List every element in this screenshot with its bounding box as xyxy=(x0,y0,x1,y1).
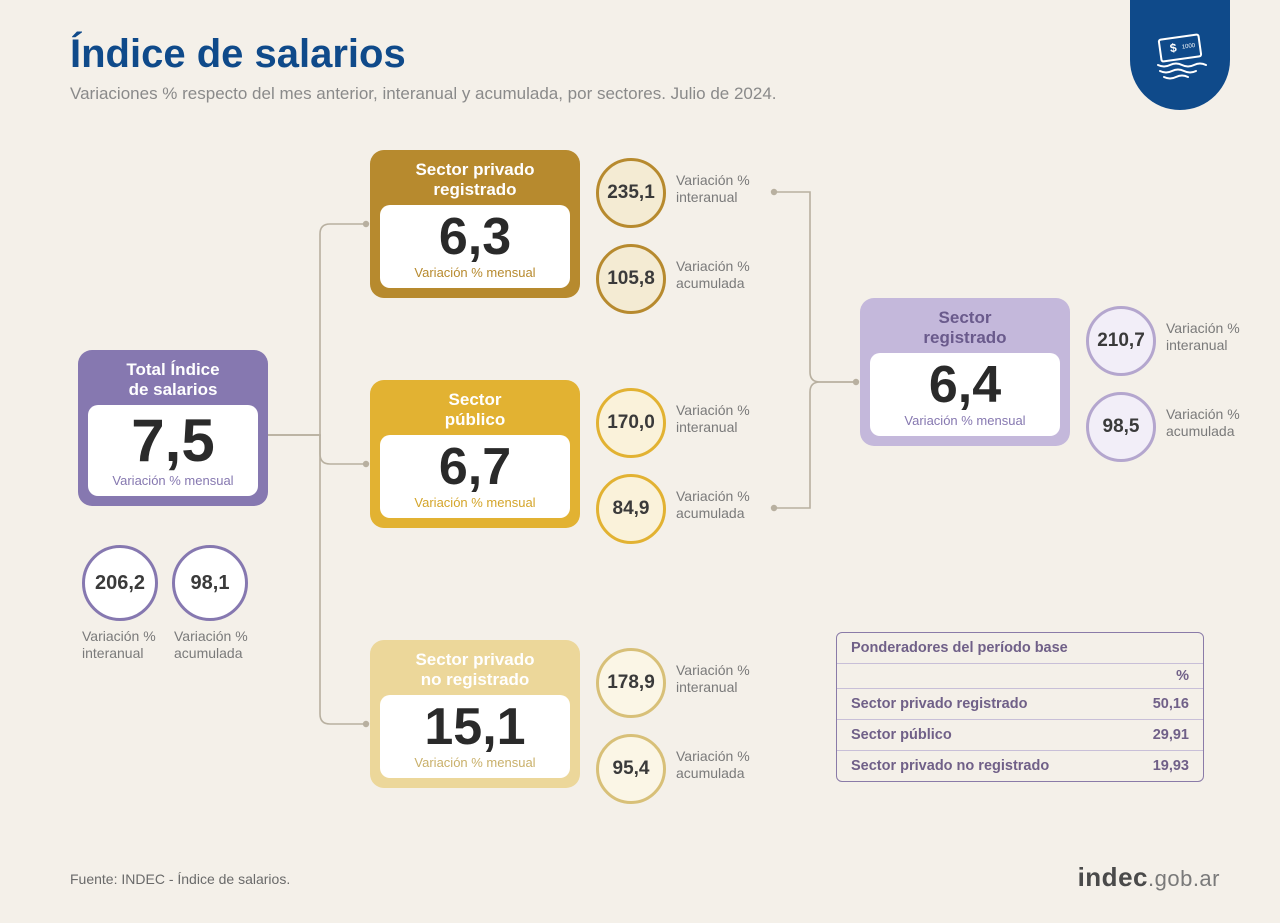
label-priv_reg-ia: Variación % interanual xyxy=(676,172,750,206)
card-title: Sector privadoregistrado xyxy=(380,158,570,205)
table-row: Sector privado registrado 50,16 xyxy=(837,688,1203,719)
circle-priv_reg-ac: 105,8 xyxy=(596,244,666,314)
logo-light: .gob.ar xyxy=(1148,866,1220,891)
table-title-row: Ponderadores del período base xyxy=(837,633,1203,663)
card-title: Total Índicede salarios xyxy=(88,358,258,405)
label-priv_reg-ac: Variación % acumulada xyxy=(676,258,750,292)
card-priv_noreg: Sector privadono registrado 15,1 Variación… xyxy=(370,640,580,788)
money-stack-icon: $ 1000 xyxy=(1150,25,1210,85)
circle-publico-ia: 170,0 xyxy=(596,388,666,458)
label-publico-ac: Variación % acumulada xyxy=(676,488,750,522)
row-label: Sector privado no registrado xyxy=(851,758,1049,774)
page-subtitle: Variaciones % respecto del mes anterior,… xyxy=(70,84,777,104)
card-publico: Sectorpúblico 6,7 Variación % mensual xyxy=(370,380,580,528)
row-value: 19,93 xyxy=(1153,758,1189,774)
label-priv_noreg-ia: Variación % interanual xyxy=(676,662,750,696)
card-foot: Variación % mensual xyxy=(388,265,562,280)
logo-bold: indec xyxy=(1078,862,1148,892)
circle-publico-ac: 84,9 xyxy=(596,474,666,544)
circle-registrado-ia: 210,7 xyxy=(1086,306,1156,376)
circle-priv_noreg-ac: 95,4 xyxy=(596,734,666,804)
row-label: Sector privado registrado xyxy=(851,696,1027,712)
card-registrado: Sectorregistrado 6,4 Variación % mensual xyxy=(860,298,1070,446)
card-title: Sectorregistrado xyxy=(870,306,1060,353)
svg-text:1000: 1000 xyxy=(1182,43,1197,51)
label-priv_noreg-ac: Variación % acumulada xyxy=(676,748,750,782)
card-value: 6,7 xyxy=(388,441,562,493)
card-foot: Variación % mensual xyxy=(388,495,562,510)
card-priv_reg: Sector privadoregistrado 6,3 Variación % m… xyxy=(370,150,580,298)
svg-text:$: $ xyxy=(1169,40,1178,55)
circle-registrado-ac: 98,5 xyxy=(1086,392,1156,462)
source-text: Fuente: INDEC - Índice de salarios. xyxy=(70,871,290,887)
card-value: 7,5 xyxy=(96,411,250,471)
card-value: 6,3 xyxy=(388,211,562,263)
page-title: Índice de salarios xyxy=(70,32,406,77)
indec-logo: indec.gob.ar xyxy=(1078,862,1220,893)
row-value: 29,91 xyxy=(1153,727,1189,743)
ponderadores-table: Ponderadores del período base% Sector pri… xyxy=(836,632,1204,782)
card-value: 15,1 xyxy=(388,701,562,753)
circle-total-ia: 206,2 xyxy=(82,545,158,621)
circle-priv_noreg-ia: 178,9 xyxy=(596,648,666,718)
label-registrado-ac: Variación % acumulada xyxy=(1166,406,1240,440)
card-foot: Variación % mensual xyxy=(878,413,1052,428)
card-value: 6,4 xyxy=(878,359,1052,411)
circle-total-ac: 98,1 xyxy=(172,545,248,621)
label-total-ia: Variación % interanual xyxy=(82,628,156,662)
table-title: Ponderadores del período base xyxy=(851,640,1068,656)
label-total-ac: Variación % acumulada xyxy=(174,628,248,662)
table-row: Sector público 29,91 xyxy=(837,719,1203,750)
money-badge: $ 1000 xyxy=(1130,0,1230,110)
card-foot: Variación % mensual xyxy=(388,755,562,770)
card-foot: Variación % mensual xyxy=(96,473,250,488)
row-value: 50,16 xyxy=(1153,696,1189,712)
label-publico-ia: Variación % interanual xyxy=(676,402,750,436)
table-header-row: % xyxy=(837,663,1203,688)
card-title: Sectorpúblico xyxy=(380,388,570,435)
circle-priv_reg-ia: 235,1 xyxy=(596,158,666,228)
card-title: Sector privadono registrado xyxy=(380,648,570,695)
table-col-header: % xyxy=(1176,668,1189,684)
row-label: Sector público xyxy=(851,727,952,743)
card-total: Total Índicede salarios 7,5 Variación % me… xyxy=(78,350,268,506)
label-registrado-ia: Variación % interanual xyxy=(1166,320,1240,354)
table-row: Sector privado no registrado 19,93 xyxy=(837,750,1203,781)
